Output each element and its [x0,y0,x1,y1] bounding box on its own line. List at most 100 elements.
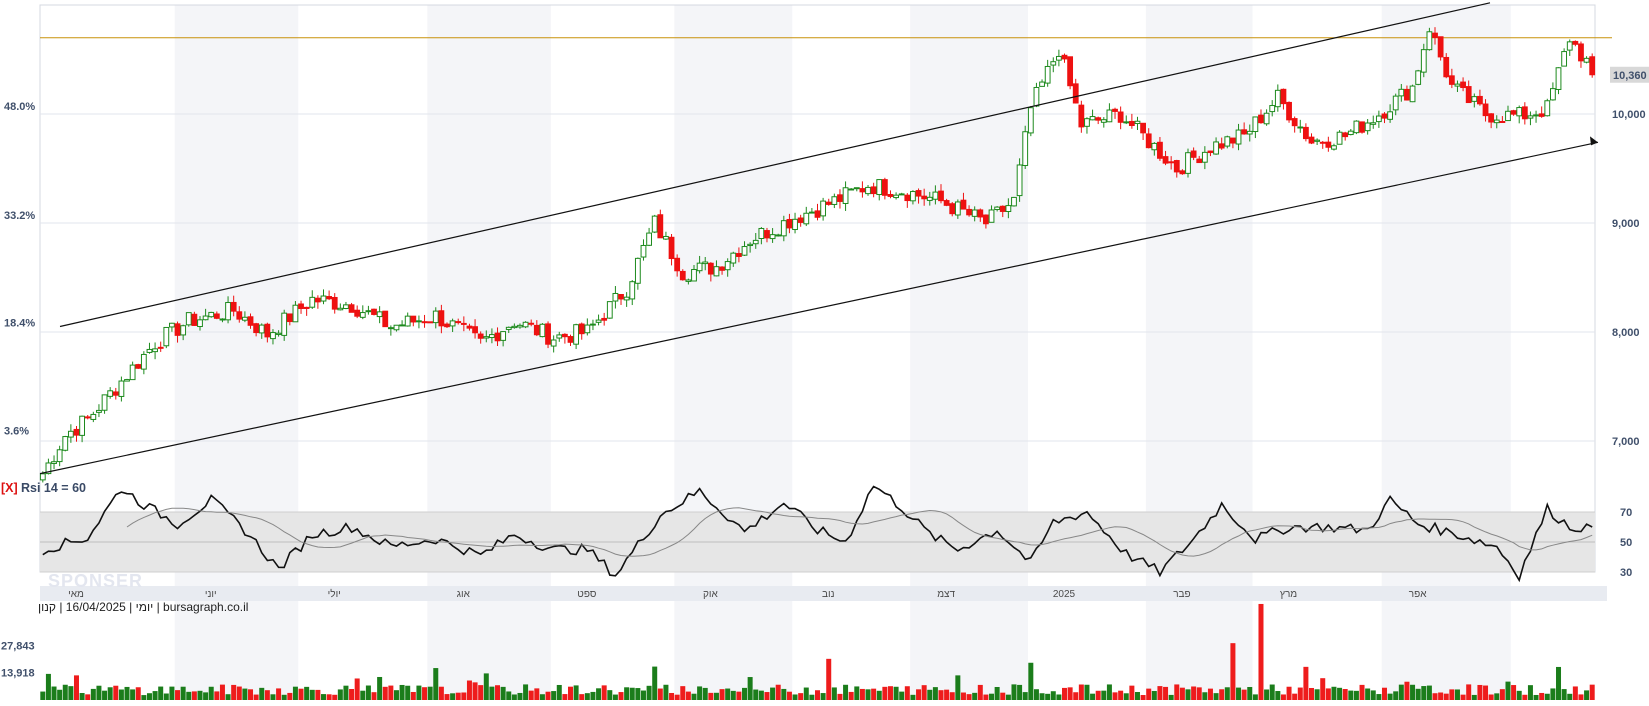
volume-bar-up [1022,692,1028,700]
candle-up [1426,31,1433,51]
volume-bar-up [1314,689,1320,700]
candle-down [1460,81,1466,89]
candle-down [764,230,770,239]
candle-down [1510,110,1517,115]
volume-bar-up [652,666,658,700]
candle-down [1280,88,1287,105]
candle-up [337,307,344,311]
volume-bar-down [1381,687,1387,700]
candle-up [107,390,114,397]
volume-bar-up [281,694,287,700]
volume-bar-down [1477,684,1483,700]
candle-up [56,449,63,463]
shaded-month-column [427,5,551,700]
candle-down [904,194,911,202]
candle-up [275,332,282,335]
volume-bar-up [124,686,130,700]
volume-bar-up [792,694,798,700]
volume-bar-up [1039,693,1045,700]
volume-bar-down [1359,684,1365,700]
candle-down [253,323,260,334]
shaded-month-column [174,5,299,700]
candle-up [1375,115,1382,123]
volume-bar-down [562,694,568,700]
candle-up [696,262,703,272]
candle-down [618,294,624,300]
volume-bar-up [1415,688,1421,700]
volume-bar-up [1398,684,1404,700]
volume-bar-up [1471,694,1477,700]
volume-bar-down [478,685,484,700]
candle-down [1112,108,1118,112]
volume-bar-down [798,693,804,700]
volume-bar-down [1073,692,1079,700]
volume-bar-up [141,695,147,700]
volume-bar-down [135,687,141,700]
candle-up [517,324,523,328]
volume-bar-up [1090,693,1096,700]
candle-down [567,336,574,343]
volume-bar-up [573,685,579,700]
candle-up [1409,85,1416,103]
volume-bar-up [725,688,731,700]
candle-down [674,257,681,272]
volume-bar-up [102,690,108,700]
volume-bar-down [326,694,332,700]
volume-bar-down [685,691,691,700]
volume-bar-down [960,692,966,700]
volume-bar-up [702,687,708,700]
volume-bar-down [191,691,197,700]
candle-up [1100,119,1107,123]
volume-bar-up [506,691,512,700]
candle-up [1364,122,1371,132]
volume-bar-up [1544,693,1550,700]
volume-bar-down [264,690,270,700]
candle-up [1297,126,1304,129]
candle-down [949,203,956,215]
candle-up [595,319,602,323]
volume-bar-up [1365,688,1371,700]
volume-bar-down [983,694,989,700]
volume-bar-up [118,689,124,700]
candle-down [354,309,361,317]
candle-up [309,296,316,308]
volume-bar-down [882,686,888,700]
candle-up [359,312,366,318]
volume-bar-down [949,692,955,700]
month-axis-bar [40,586,1607,601]
volume-bar-up [713,692,719,700]
close-indicator-button[interactable]: [X] [1,481,18,495]
volume-bar-down [410,691,416,700]
candle-up [556,334,563,339]
volume-axis-label: 13,918 [1,668,35,680]
candle-down [286,313,293,323]
sponsor-watermark: SPONSER [48,571,143,591]
candle-up [623,296,630,301]
candle-up [185,312,192,326]
candle-down [247,316,254,326]
volume-bar-up [820,693,826,700]
candle-up [724,261,731,271]
candle-up [118,380,125,397]
volume-bar-up [1084,684,1090,700]
candle-down [1095,117,1102,121]
candle-up [1454,83,1461,87]
candle-up [842,187,849,204]
volume-bar-down [1483,685,1489,700]
candle-down [1230,137,1236,144]
volume-bar-down [1325,688,1331,700]
candle-up [876,179,883,196]
volume-bar-up [1028,662,1034,700]
volume-bar-up [1101,690,1107,700]
volume-bar-up [130,689,136,700]
volume-bar-down [534,688,540,700]
candle-up [129,364,136,381]
month-label: מרץ [1280,589,1297,600]
volume-bar-down [1157,686,1163,700]
volume-bar-up [893,686,899,700]
volume-bar-up [489,686,495,700]
candle-up [140,353,147,370]
candle-up [1151,142,1158,151]
candle-up [1274,89,1281,108]
volume-bar-up [910,694,916,700]
